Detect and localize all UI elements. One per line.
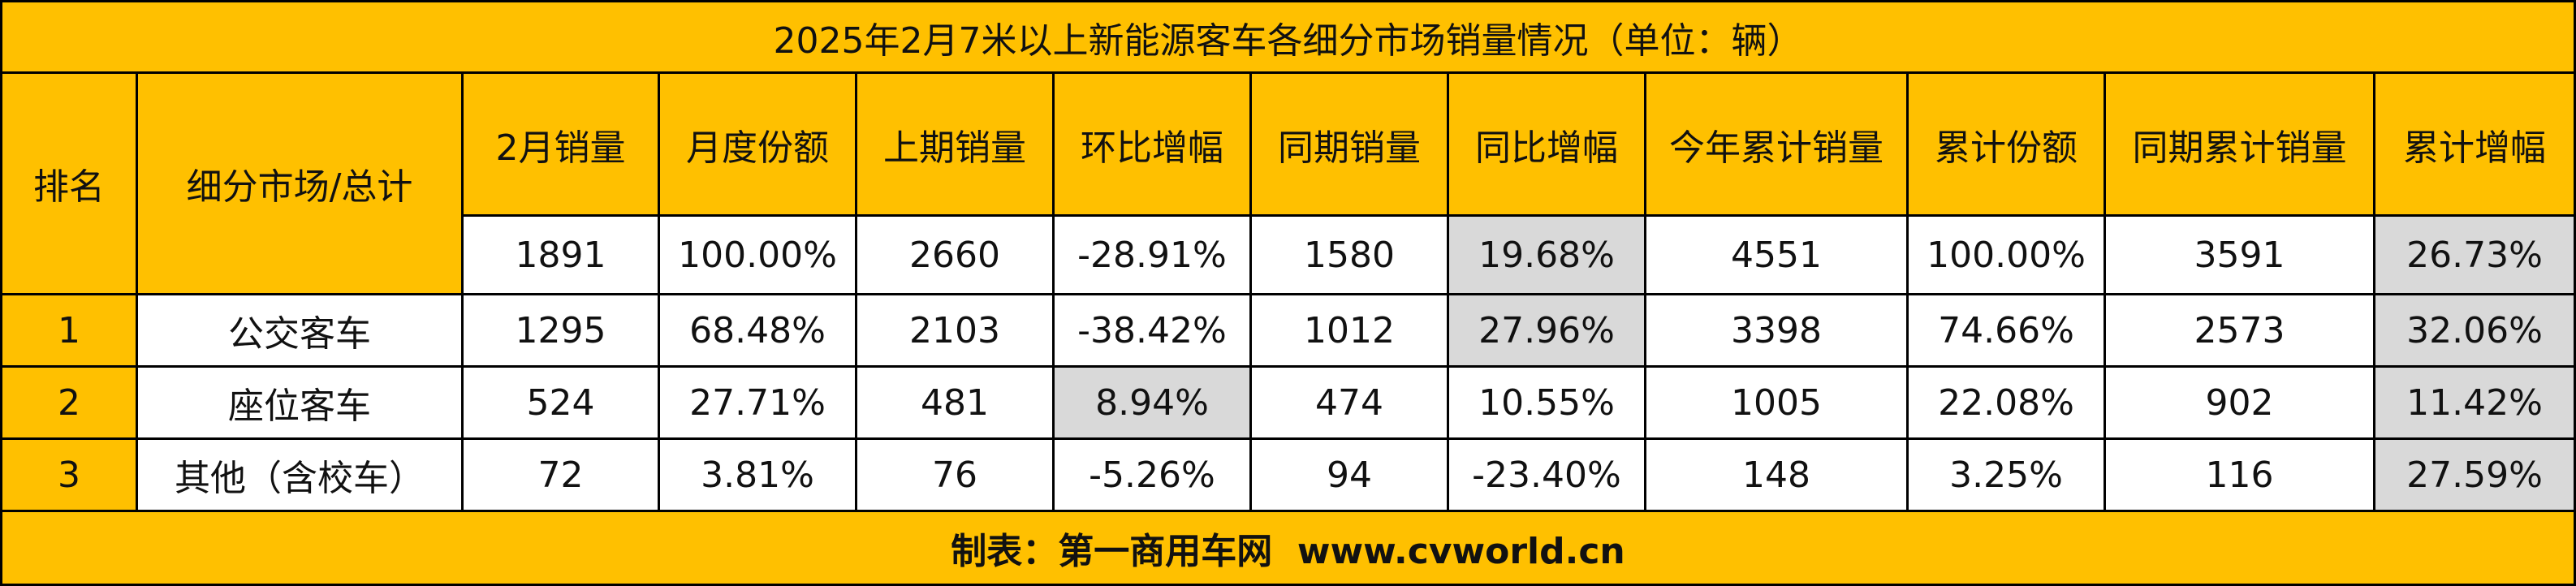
header-cell: 累计增幅 [2375,74,2576,217]
header-cell: 上期销量 [857,74,1055,217]
data-cell: 10.55% [1449,368,1646,440]
total-cell: 1891 [464,217,660,295]
segment-cell: 其他（含校车） [138,440,464,512]
data-cell: 1005 [1646,368,1909,440]
total-cell: 4551 [1646,217,1909,295]
total-cell: 2660 [857,217,1055,295]
data-cell: 3.25% [1909,440,2106,512]
total-cell: 3591 [2106,217,2375,295]
data-cell: 524 [464,368,660,440]
table-footer: 制表：第一商用车网 www.cvworld.cn [0,512,2576,586]
rank-cell: 2 [0,368,138,440]
table-title: 2025年2月7米以上新能源客车各细分市场销量情况（单位：辆） [0,0,2576,74]
data-cell: 22.08% [1909,368,2106,440]
data-cell: 27.96% [1449,295,1646,368]
segment-cell: 公交客车 [138,295,464,368]
total-cell: 19.68% [1449,217,1646,295]
data-cell: 76 [857,440,1055,512]
data-cell: -23.40% [1449,440,1646,512]
data-cell: 11.42% [2375,368,2576,440]
data-cell: 72 [464,440,660,512]
total-cell: 1580 [1252,217,1449,295]
data-cell: 2573 [2106,295,2375,368]
data-cell: 1295 [464,295,660,368]
header-cell: 月度份额 [660,74,857,217]
data-cell: 8.94% [1055,368,1252,440]
data-cell: 1012 [1252,295,1449,368]
header-cell: 环比增幅 [1055,74,1252,217]
total-cell: 26.73% [2375,217,2576,295]
data-cell: 68.48% [660,295,857,368]
header-cell: 2月销量 [464,74,660,217]
rank-cell: 1 [0,295,138,368]
header-cell: 排名 [0,74,138,295]
data-cell: 474 [1252,368,1449,440]
data-cell: 3.81% [660,440,857,512]
header-cell: 同期销量 [1252,74,1449,217]
total-cell: 100.00% [1909,217,2106,295]
data-cell: 3398 [1646,295,1909,368]
total-cell: 100.00% [660,217,857,295]
header-cell: 今年累计销量 [1646,74,1909,217]
data-cell: 74.66% [1909,295,2106,368]
data-cell: 2103 [857,295,1055,368]
header-cell: 同期累计销量 [2106,74,2375,217]
data-cell: 27.59% [2375,440,2576,512]
data-cell: 148 [1646,440,1909,512]
data-cell: 481 [857,368,1055,440]
data-cell: 902 [2106,368,2375,440]
segment-cell: 座位客车 [138,368,464,440]
data-cell: -5.26% [1055,440,1252,512]
header-cell: 同比增幅 [1449,74,1646,217]
data-cell: -38.42% [1055,295,1252,368]
rank-cell: 3 [0,440,138,512]
data-cell: 32.06% [2375,295,2576,368]
data-cell: 94 [1252,440,1449,512]
data-cell: 116 [2106,440,2375,512]
data-cell: 27.71% [660,368,857,440]
header-cell: 累计份额 [1909,74,2106,217]
header-cell: 细分市场/总计 [138,74,464,295]
total-cell: -28.91% [1055,217,1252,295]
